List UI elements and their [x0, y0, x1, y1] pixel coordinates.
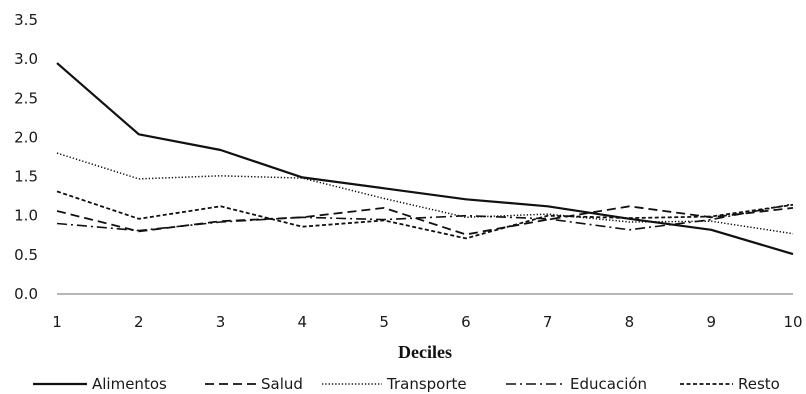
x-tick-label: 2: [134, 313, 144, 331]
y-tick-label: 2.0: [14, 128, 38, 146]
x-tick-label: 3: [216, 313, 226, 331]
y-tick-label: 3.0: [14, 50, 38, 68]
x-tick-label: 4: [298, 313, 308, 331]
x-tick-label: 9: [706, 313, 716, 331]
x-tick-label: 1: [52, 313, 62, 331]
y-tick-label: 0.5: [14, 246, 38, 264]
x-tick-label: 8: [625, 313, 635, 331]
series-line-salud: [56, 205, 794, 236]
x-tick-label: 6: [461, 313, 471, 331]
x-tick-label: 5: [379, 313, 389, 331]
x-tick-label: 10: [783, 313, 802, 331]
x-tick-label: 7: [543, 313, 553, 331]
series-line-alimentos: [56, 62, 794, 256]
legend-label: Transporte: [386, 375, 467, 393]
series-line-educacion: [56, 203, 794, 232]
y-tick-label: 0.0: [14, 285, 38, 303]
y-tick-label: 1.0: [14, 207, 38, 225]
legend-label: Educación: [570, 375, 647, 393]
legend-label: Alimentos: [92, 375, 167, 393]
series-lines: [56, 62, 794, 256]
series-line-resto: [56, 190, 794, 240]
legend-label: Salud: [261, 375, 303, 393]
x-axis-title: Deciles: [398, 342, 452, 362]
y-tick-label: 3.5: [14, 11, 38, 29]
legend-label: Resto: [738, 375, 780, 393]
legend: Alimentos Salud Transporte Educación Resto: [33, 375, 780, 393]
y-tick-label: 2.5: [14, 89, 38, 107]
y-tick-label: 1.5: [14, 168, 38, 186]
y-tick-labels: 0.0 0.5 1.0 1.5 2.0 2.5 3.0 3.5: [14, 11, 38, 303]
x-tick-labels: 1 2 3 4 5 6 7 8 9 10: [52, 313, 802, 331]
